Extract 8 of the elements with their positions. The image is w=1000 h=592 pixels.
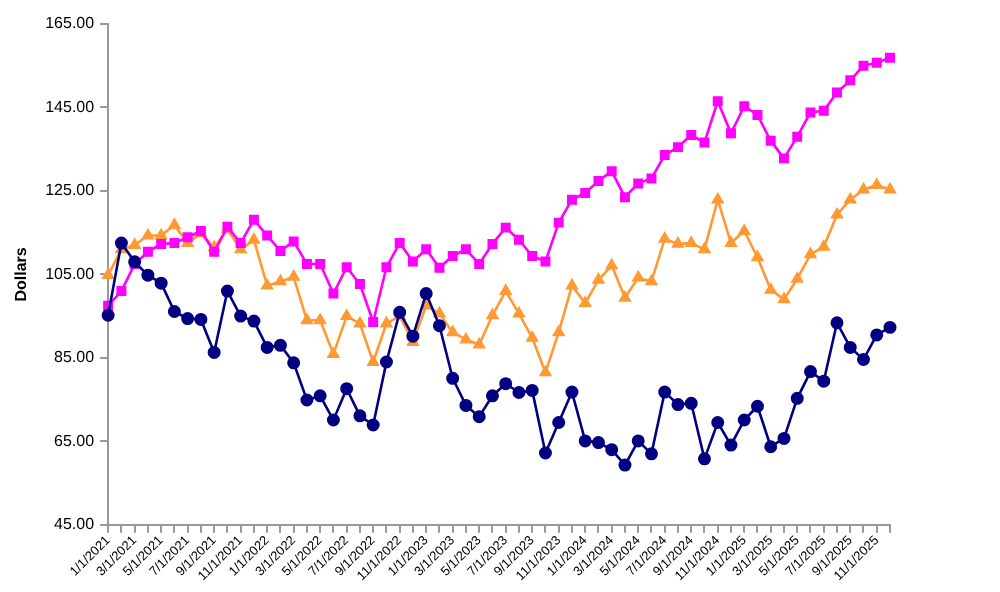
y-tick-label: 45.00 — [54, 515, 96, 534]
y-tick-label: 105.00 — [45, 264, 96, 283]
y-tick-label: 125.00 — [45, 181, 96, 200]
y-tick-label: 145.00 — [45, 97, 96, 116]
y-tick-label: 165.00 — [45, 14, 96, 33]
y-axis-title: Dollars — [12, 246, 31, 302]
y-tick-label: 65.00 — [54, 431, 96, 450]
y-tick-label: 85.00 — [54, 348, 96, 367]
